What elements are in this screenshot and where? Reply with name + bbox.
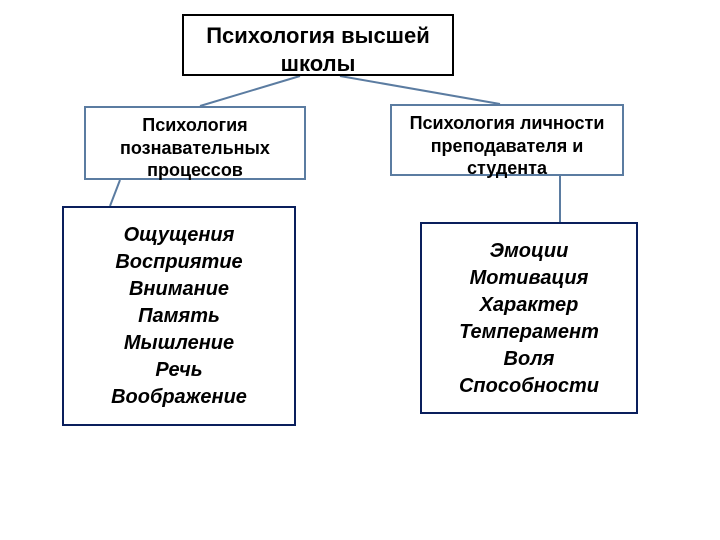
right-list-node: ЭмоцииМотивацияХарактерТемпераментВоляСп… (420, 222, 638, 414)
list-item: Мышление (78, 330, 280, 357)
list-item: Способности (436, 373, 622, 400)
list-item: Речь (78, 357, 280, 384)
left-sub-node: Психология познавательных процессов (84, 106, 306, 180)
list-item: Память (78, 303, 280, 330)
list-item: Восприятие (78, 249, 280, 276)
root-node: Психология высшей школы (182, 14, 454, 76)
list-item: Воображение (78, 384, 280, 411)
left-list-node: ОщущенияВосприятиеВниманиеПамятьМышление… (62, 206, 296, 426)
list-item: Мотивация (436, 265, 622, 292)
root-node-label: Психология высшей школы (206, 23, 430, 76)
edge (110, 180, 120, 206)
edge (340, 76, 500, 104)
list-item: Характер (436, 292, 622, 319)
right-sub-label: Психология личности преподавателя и студ… (410, 113, 605, 178)
list-item: Ощущения (78, 222, 280, 249)
list-item: Внимание (78, 276, 280, 303)
left-sub-label: Психология познавательных процессов (120, 115, 270, 180)
edge (200, 76, 300, 106)
list-item: Воля (436, 346, 622, 373)
list-item: Темперамент (436, 319, 622, 346)
list-item: Эмоции (436, 238, 622, 265)
right-sub-node: Психология личности преподавателя и студ… (390, 104, 624, 176)
